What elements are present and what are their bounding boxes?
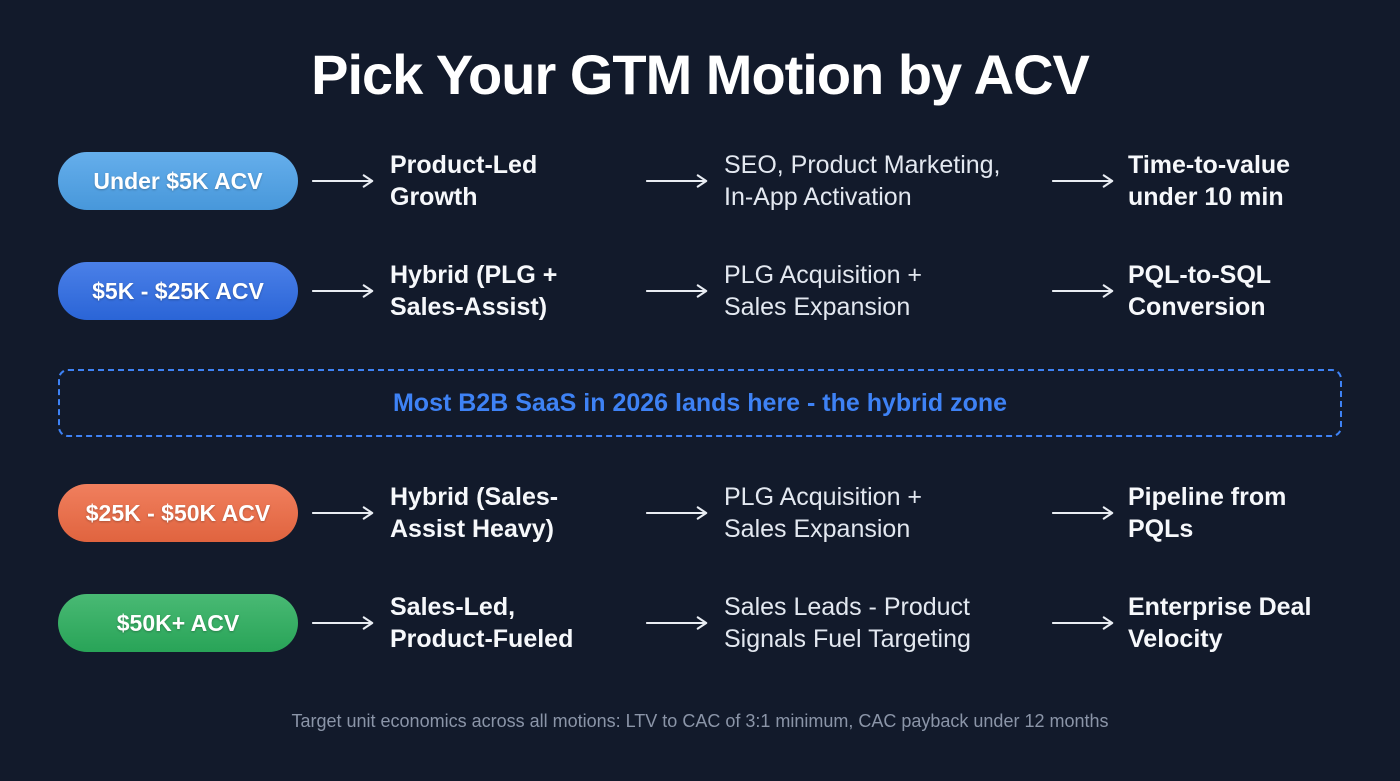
metric-text: Pipeline from PQLs [1128, 483, 1287, 543]
footer-note: Target unit economics across all motions… [291, 711, 1109, 731]
arrow-icon [298, 615, 390, 631]
acv-pill: $50K+ ACV [58, 594, 298, 652]
acv-pill: $25K - $50K ACV [58, 484, 298, 542]
channels-text: PLG Acquisition + Sales Expansion [724, 261, 923, 321]
gtm-row-under-5k: Under $5K ACV Product-Led Growth SEO, Pr… [58, 149, 1342, 213]
motion-text: Product-Led Growth [390, 151, 538, 211]
acv-pill: Under $5K ACV [58, 152, 298, 210]
page-title: Pick Your GTM Motion by ACV [311, 43, 1090, 106]
arrow-icon [1040, 615, 1128, 631]
channels-text: PLG Acquisition + Sales Expansion [724, 483, 923, 543]
acv-pill: $5K - $25K ACV [58, 262, 298, 320]
arrow-icon [632, 505, 724, 521]
arrow-icon [298, 173, 390, 189]
hybrid-zone-banner: Most B2B SaaS in 2026 lands here - the h… [58, 369, 1342, 437]
arrow-icon [1040, 283, 1128, 299]
arrow-icon [632, 615, 724, 631]
hybrid-zone-label: Most B2B SaaS in 2026 lands here - the h… [392, 388, 1008, 417]
metric-text: Time-to-value under 10 min [1128, 151, 1291, 211]
channels-text: SEO, Product Marketing, In-App Activatio… [724, 151, 1001, 211]
channels-text: Sales Leads - Product Signals Fuel Targe… [724, 593, 971, 653]
metric-text: PQL-to-SQL Conversion [1128, 261, 1272, 321]
gtm-row-25k-50k: $25K - $50K ACV Hybrid (Sales- Assist He… [58, 481, 1342, 545]
motion-text: Hybrid (Sales- Assist Heavy) [390, 483, 559, 543]
arrow-icon [632, 173, 724, 189]
arrow-icon [1040, 173, 1128, 189]
arrow-icon [632, 283, 724, 299]
arrow-icon [298, 283, 390, 299]
gtm-row-5k-25k: $5K - $25K ACV Hybrid (PLG + Sales-Assis… [58, 259, 1342, 323]
gtm-row-50k-plus: $50K+ ACV Sales-Led, Product-Fueled Sale… [58, 591, 1342, 655]
motion-text: Hybrid (PLG + Sales-Assist) [390, 261, 558, 321]
motion-text: Sales-Led, Product-Fueled [390, 593, 574, 653]
arrow-icon [1040, 505, 1128, 521]
arrow-icon [298, 505, 390, 521]
gtm-motion-table: Under $5K ACV Product-Led Growth SEO, Pr… [0, 107, 1400, 732]
metric-text: Enterprise Deal Velocity [1128, 593, 1312, 653]
